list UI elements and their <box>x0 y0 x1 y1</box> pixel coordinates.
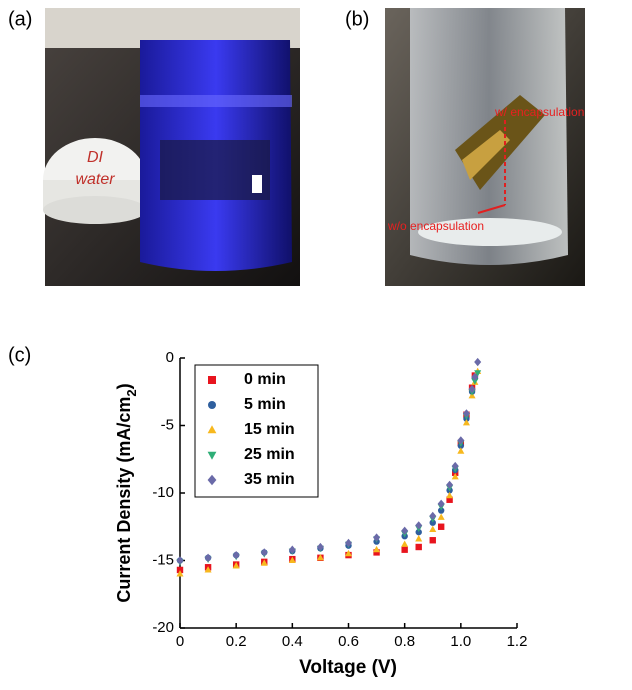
data-point <box>446 480 454 490</box>
data-point <box>446 491 454 499</box>
photo-annotation: water <box>75 171 115 188</box>
data-point <box>437 499 445 508</box>
legend-marker <box>207 474 217 486</box>
data-point <box>373 549 380 556</box>
data-point <box>401 546 408 553</box>
data-point <box>260 559 268 566</box>
y-axis-label-part: Current Density (mA/cm <box>114 397 134 603</box>
data-point <box>457 447 465 454</box>
data-point <box>471 378 479 385</box>
y-axis-label: Current Density (mA/cm2) <box>114 383 139 602</box>
data-point <box>415 521 423 530</box>
data-point <box>429 511 437 521</box>
y-tick-label: -15 <box>152 551 174 568</box>
x-axis-label: Voltage (V) <box>299 657 397 678</box>
data-point <box>344 538 353 548</box>
data-point <box>437 507 445 514</box>
x-tick-label: 0 <box>176 633 184 650</box>
data-point <box>260 548 268 557</box>
data-point <box>471 372 479 382</box>
y-tick-label: -5 <box>161 416 174 433</box>
data-point <box>316 542 324 552</box>
data-point <box>462 418 470 426</box>
data-point <box>176 566 184 574</box>
legend-label: 0 min <box>244 371 286 388</box>
legend-marker <box>208 401 216 409</box>
legend-label: 25 min <box>244 446 295 463</box>
x-tick-label: 1.2 <box>507 633 528 650</box>
panel-label: (b) <box>345 8 369 30</box>
data-point <box>474 357 482 367</box>
photo-annotation: w/ encapsulation <box>494 105 584 119</box>
y-axis-label-part: ) <box>114 383 134 389</box>
legend-label: 35 min <box>244 471 295 488</box>
data-point <box>401 526 409 535</box>
data-point <box>176 570 184 577</box>
data-point <box>204 553 212 562</box>
data-point <box>457 436 465 445</box>
data-point <box>446 496 453 503</box>
y-tick-label: -10 <box>152 484 174 501</box>
data-point <box>437 513 445 520</box>
data-point <box>451 461 459 471</box>
data-point <box>373 533 381 542</box>
photo-annotation: DI <box>87 149 104 166</box>
x-tick-label: 0.2 <box>226 633 247 650</box>
data-point <box>232 562 240 569</box>
data-point <box>344 549 353 557</box>
y-tick-label: 0 <box>166 349 174 366</box>
legend-marker <box>207 451 217 460</box>
data-point <box>415 528 422 536</box>
y-tick-label: -20 <box>152 619 174 636</box>
data-point <box>437 523 445 530</box>
data-point <box>451 472 459 480</box>
data-point <box>316 553 324 561</box>
data-point <box>288 545 296 554</box>
data-point <box>415 543 422 551</box>
data-point <box>468 384 476 394</box>
x-tick-label: 1.0 <box>450 633 471 650</box>
data-point <box>401 540 409 547</box>
data-point <box>474 370 482 377</box>
data-point <box>462 409 470 418</box>
data-point <box>204 566 212 573</box>
panel-label: (c) <box>8 344 31 366</box>
legend-marker <box>208 376 216 384</box>
y-axis-label-sub: 2 <box>124 389 139 396</box>
panel-label: (a) <box>8 8 32 30</box>
data-point <box>429 537 436 544</box>
x-tick-label: 0.4 <box>282 633 303 650</box>
x-tick-label: 0.8 <box>394 633 415 650</box>
legend <box>194 364 319 498</box>
legend-label: 5 min <box>244 396 286 413</box>
photo-annotation: w/o encapsulation <box>387 219 484 233</box>
data-point <box>176 556 184 565</box>
x-tick-label: 0.6 <box>338 633 359 650</box>
data-point <box>429 525 437 533</box>
data-point <box>373 545 381 553</box>
legend-marker <box>207 425 217 434</box>
data-point <box>415 535 423 542</box>
data-point <box>429 519 436 526</box>
data-point <box>232 550 240 560</box>
photo-a <box>43 8 300 286</box>
legend-label: 15 min <box>244 421 295 438</box>
photo-b <box>385 8 585 286</box>
data-point <box>288 556 296 564</box>
